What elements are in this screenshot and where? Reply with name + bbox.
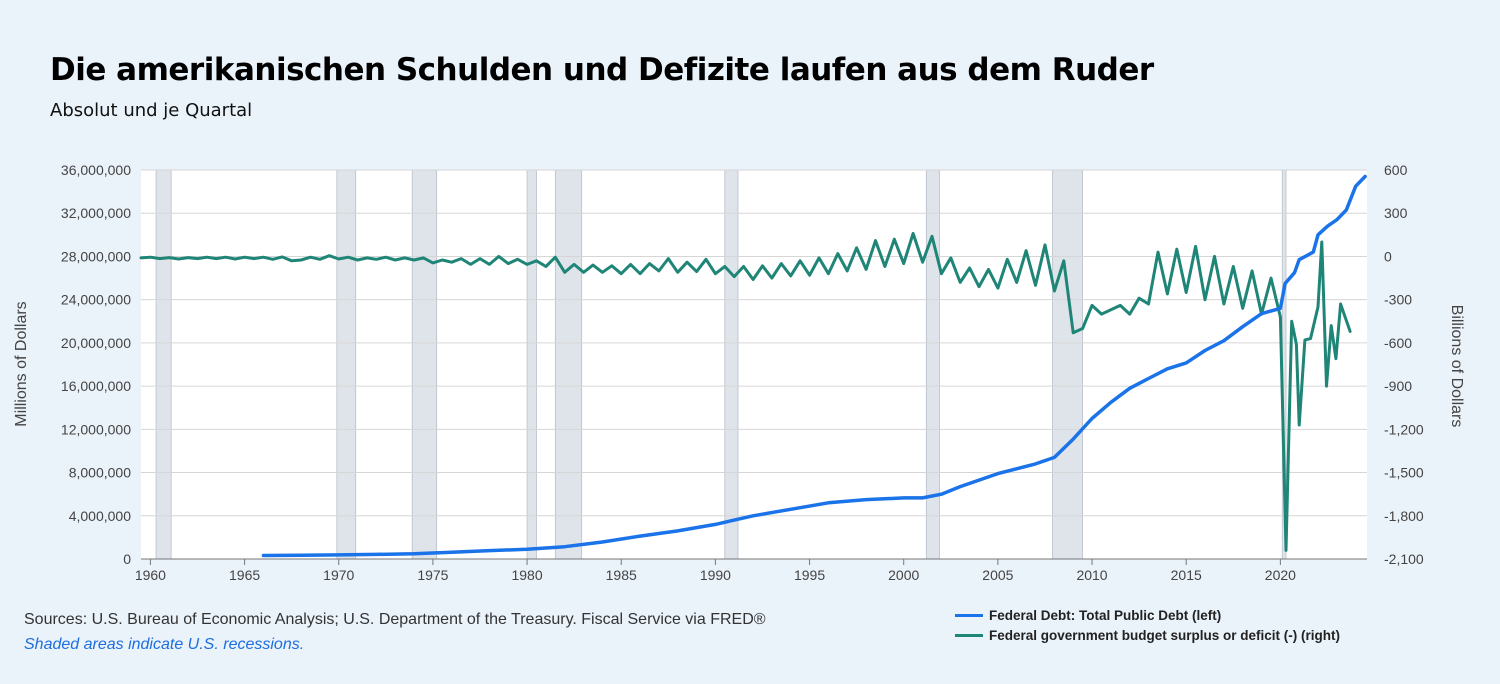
- chart-title: Die amerikanischen Schulden und Defizite…: [50, 52, 1154, 88]
- recession-note: Shaded areas indicate U.S. recessions.: [24, 636, 305, 653]
- x-tick-label: 2005: [982, 567, 1013, 583]
- series-line-deficit: [139, 231, 1352, 552]
- left-tick-label: 32,000,000: [61, 205, 131, 221]
- right-tick-label: -900: [1384, 378, 1412, 394]
- right-axis-label: Billions of Dollars: [1448, 305, 1465, 428]
- chart-subtitle: Absolut und je Quartal: [50, 100, 253, 121]
- left-tick-label: 36,000,000: [61, 162, 131, 178]
- left-tick-label: 12,000,000: [61, 421, 131, 437]
- right-tick-label: -600: [1384, 335, 1412, 351]
- recession-band-2: [411, 169, 438, 560]
- right-tick-label: 600: [1384, 162, 1408, 178]
- left-axis-ticks: 0 4,000,000 8,000,000 12,000,000 16,000,000 2…: [61, 162, 131, 567]
- recession-band-1: [336, 169, 357, 560]
- x-axis-ticks: 1960 1965 1970 1975 1980 1985 1990 1995 2000 2005…: [135, 559, 1296, 583]
- left-tick-label: 24,000,000: [61, 292, 131, 308]
- right-tick-label: 300: [1384, 205, 1408, 221]
- recession-band-4: [554, 169, 583, 560]
- x-tick-label: 1970: [323, 567, 354, 583]
- x-tick-label: 2020: [1265, 567, 1296, 583]
- left-tick-label: 8,000,000: [69, 465, 131, 481]
- x-tick-label: 1990: [700, 567, 731, 583]
- x-tick-label: 1980: [511, 567, 542, 583]
- x-tick-label: 2010: [1076, 567, 1107, 583]
- recession-band-3: [526, 169, 537, 560]
- right-tick-label: -1,800: [1384, 508, 1424, 524]
- right-tick-label: -1,200: [1384, 421, 1424, 437]
- x-tick-label: 1995: [794, 567, 825, 583]
- x-tick-label: 1975: [417, 567, 448, 583]
- left-tick-label: 20,000,000: [61, 335, 131, 351]
- legend-item-debt: Federal Debt: Total Public Debt (left): [955, 606, 1221, 624]
- recession-band-7: [1052, 169, 1084, 560]
- left-axis-label: Millions of Dollars: [13, 301, 30, 426]
- recession-band-0: [155, 169, 172, 560]
- x-tick-label: 1965: [229, 567, 260, 583]
- legend-label-debt: Federal Debt: Total Public Debt (left): [989, 607, 1222, 623]
- recession-band-5: [724, 169, 739, 560]
- right-tick-label: 0: [1384, 248, 1392, 264]
- legend-item-deficit: Federal government budget surplus or def…: [955, 626, 1340, 644]
- series-lines: [139, 174, 1367, 558]
- left-tick-label: 0: [123, 551, 131, 567]
- series-line-debt: [261, 174, 1367, 558]
- x-tick-label: 2000: [888, 567, 919, 583]
- legend-swatch-deficit: [955, 633, 983, 637]
- recession-bands: [155, 169, 1287, 560]
- legend-swatch-debt: [955, 613, 983, 617]
- recession-band-6: [925, 169, 940, 560]
- left-tick-label: 4,000,000: [69, 508, 131, 524]
- right-tick-label: -2,100: [1384, 551, 1424, 567]
- left-tick-label: 16,000,000: [61, 378, 131, 394]
- source-text: Sources: U.S. Bureau of Economic Analysi…: [24, 611, 766, 628]
- x-tick-label: 2015: [1171, 567, 1202, 583]
- chart-canvas: 0 4,000,000 8,000,000 12,000,000 16,000,000 2…: [13, 162, 1465, 583]
- legend-label-deficit: Federal government budget surplus or def…: [989, 627, 1341, 643]
- right-tick-label: -300: [1384, 292, 1412, 308]
- right-axis-ticks: -2,100 -1,800 -1,500 -1,200 -900 -600 -300 0 300…: [1384, 162, 1424, 567]
- right-tick-label: -1,500: [1384, 465, 1424, 481]
- x-tick-label: 1960: [135, 567, 166, 583]
- x-tick-label: 1985: [606, 567, 637, 583]
- left-tick-label: 28,000,000: [61, 248, 131, 264]
